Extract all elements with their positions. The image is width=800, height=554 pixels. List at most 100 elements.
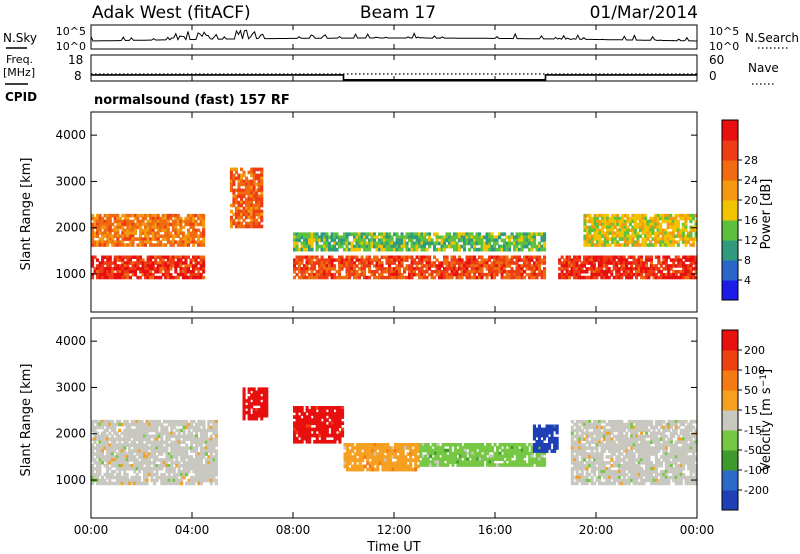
power-cell (176, 275, 180, 280)
velocity-cell (338, 409, 342, 413)
power-cell (606, 219, 610, 224)
velocity-cell (202, 475, 206, 480)
velocity-cell (98, 422, 102, 427)
velocity-cell (456, 457, 460, 461)
velocity-cell (343, 455, 347, 459)
power-cell (448, 244, 452, 249)
power-cell (242, 209, 246, 214)
velocity-cell (411, 458, 415, 463)
velocity-cell (125, 478, 129, 483)
power-cell (676, 219, 680, 224)
velocity-cell (207, 478, 211, 483)
velocity-cell (113, 446, 117, 450)
power-cell (116, 213, 120, 218)
power-cell (323, 270, 327, 274)
power-cell (166, 275, 170, 280)
velocity-cell (135, 478, 139, 483)
power-cell (385, 270, 389, 274)
power-cell (598, 231, 602, 235)
power-cell (510, 261, 514, 265)
power-cell (229, 182, 233, 187)
velocity-cell (510, 443, 514, 447)
velocity-cell (93, 440, 97, 444)
velocity-cell (293, 433, 297, 438)
power-cell (535, 244, 539, 249)
power-cell (176, 213, 180, 218)
power-cell (96, 234, 100, 238)
power-cell (684, 213, 688, 218)
velocity-cell (91, 455, 95, 459)
power-cell (676, 234, 680, 238)
velocity-cell (358, 443, 362, 447)
power-cell (350, 272, 354, 277)
velocity-cell (113, 437, 117, 441)
power-cell (166, 255, 170, 259)
velocity-cell (315, 424, 319, 429)
velocity-cell (96, 452, 100, 456)
velocity-cell (471, 448, 475, 453)
velocity-cell (588, 455, 592, 459)
power-cell (651, 231, 655, 235)
velocity-cell (310, 418, 314, 422)
power-cell (363, 272, 367, 277)
velocity-cell (553, 449, 557, 453)
power-cell (435, 235, 439, 240)
power-cell (131, 261, 135, 265)
power-cell (684, 275, 688, 280)
velocity-cell (553, 446, 557, 450)
power-cell (108, 222, 112, 227)
power-cell (111, 240, 115, 244)
velocity-cell (118, 446, 122, 450)
velocity-cell (378, 452, 382, 456)
velocity-cell (147, 434, 151, 439)
power-cell (669, 222, 673, 227)
velocity-cell (209, 478, 213, 483)
power-cell (295, 258, 299, 262)
velocity-cell (386, 461, 390, 466)
velocity-cell (328, 424, 332, 429)
velocity-cell (265, 408, 269, 412)
velocity-cell (300, 427, 304, 432)
power-cell (573, 272, 577, 277)
power-cell (320, 244, 324, 249)
power-cell (686, 240, 690, 244)
power-cell (108, 225, 112, 230)
power-cell (194, 234, 198, 238)
power-cell (616, 216, 620, 221)
power-cell (192, 264, 196, 268)
power-cell (443, 261, 447, 265)
velocity-cell (478, 463, 482, 467)
power-cell (116, 225, 120, 230)
velocity-cell (483, 445, 487, 450)
power-cell (465, 270, 469, 274)
velocity-cell (140, 443, 144, 447)
velocity-cell (583, 475, 587, 480)
velocity-cell (351, 449, 355, 453)
power-cell (565, 258, 569, 262)
velocity-cell (528, 443, 532, 447)
power-cell (679, 213, 683, 218)
power-cell (597, 258, 601, 262)
power-cell (485, 275, 489, 280)
power-cell (478, 267, 482, 271)
power-cell (500, 272, 504, 277)
power-cell (113, 275, 117, 280)
power-cell (303, 247, 307, 252)
velocity-cell (157, 464, 161, 468)
power-cell (520, 264, 524, 268)
power-cell (242, 179, 246, 184)
velocity-cell (476, 443, 480, 447)
power-cell (440, 247, 444, 252)
velocity-cell (348, 449, 352, 453)
power-cell (318, 235, 322, 240)
power-cell (363, 244, 367, 249)
power-cell (463, 272, 467, 277)
power-cell (159, 255, 163, 259)
velocity-cell (143, 425, 147, 430)
power-cell (591, 219, 595, 224)
velocity-cell (595, 422, 599, 427)
velocity-cell (396, 443, 400, 447)
velocity-cell (404, 464, 408, 469)
power-cell (166, 270, 170, 274)
power-cell (621, 225, 625, 230)
